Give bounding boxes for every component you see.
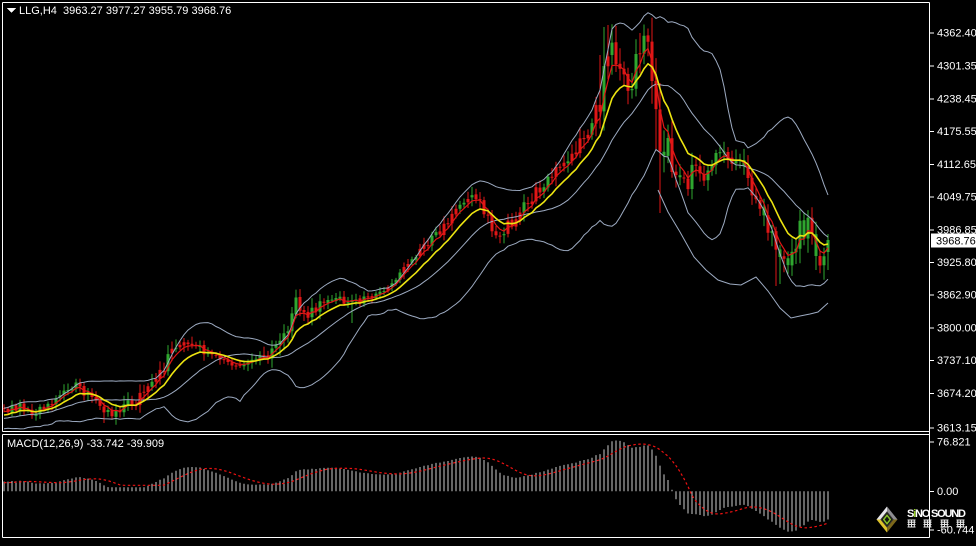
svg-text:4049.75: 4049.75 — [937, 192, 976, 204]
svg-text:4175.55: 4175.55 — [937, 126, 976, 138]
svg-text:3862.90: 3862.90 — [937, 290, 976, 302]
svg-text:3737.10: 3737.10 — [937, 355, 976, 367]
svg-text:3986.85: 3986.85 — [937, 225, 976, 237]
svg-text:3613.15: 3613.15 — [937, 423, 976, 435]
svg-text:LLG,H4 3963.27 3977.27 3955.7: LLG,H4 3963.27 3977.27 3955.79 3968.76 — [19, 5, 231, 17]
svg-text:3968.76: 3968.76 — [936, 236, 976, 248]
svg-text:4362.40: 4362.40 — [937, 28, 976, 40]
svg-text:3800.00: 3800.00 — [937, 323, 976, 335]
svg-text:4301.35: 4301.35 — [937, 61, 976, 73]
svg-text:76.821: 76.821 — [937, 437, 971, 449]
svg-text:4112.65: 4112.65 — [937, 159, 976, 171]
svg-text:SiNO SOUND: SiNO SOUND — [907, 508, 966, 520]
svg-text:-60.744: -60.744 — [937, 525, 974, 537]
svg-text:3674.20: 3674.20 — [937, 388, 976, 400]
svg-text:4238.45: 4238.45 — [937, 94, 976, 106]
svg-text:3925.80: 3925.80 — [937, 257, 976, 269]
svg-text:MACD(12,26,9) -33.742 -39.909: MACD(12,26,9) -33.742 -39.909 — [7, 438, 164, 450]
svg-text:0.00: 0.00 — [937, 486, 958, 498]
